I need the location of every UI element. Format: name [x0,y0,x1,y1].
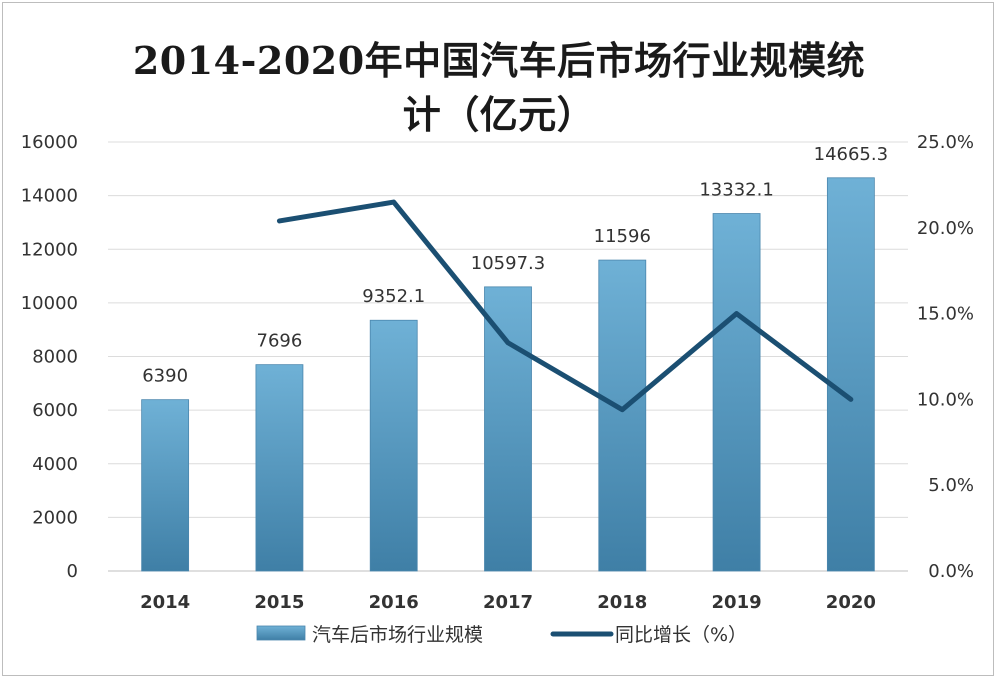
right-tick-label: 0.0% [928,561,974,582]
left-tick-label: 2000 [32,507,78,528]
left-tick-label: 10000 [21,293,78,314]
bar [598,259,647,572]
bar-data-label: 7696 [257,331,303,352]
right-tick-label: 20.0% [917,218,974,239]
left-tick-label: 4000 [32,454,78,475]
right-tick-label: 10.0% [917,389,974,410]
data-labels: 6390 7696 9352.1 10597.3 11596 13332.1 14665.3 [142,144,888,387]
bar [826,177,875,572]
bar-data-label: 6390 [142,366,188,387]
right-axis: 0.0% 5.0% 10.0% 15.0% 20.0% 25.0% [917,132,974,582]
bar-series [141,177,875,572]
legend-swatch-bar [256,625,306,641]
chart-title-line-1: 2014-2020年中国汽车后市场行业规模统 [132,38,866,83]
right-tick-label: 25.0% [917,132,974,153]
legend-label-bar: 汽车后市场行业规模 [312,624,483,646]
left-tick-label: 14000 [21,186,78,207]
chart-title: 2014-2020年中国汽车后市场行业规模统 计（亿元） [0,34,998,142]
growth-line [276,199,854,413]
x-tick-label: 2014 [140,592,190,613]
bar-data-label: 10597.3 [471,253,545,274]
x-tick-label: 2015 [254,592,304,613]
left-tick-label: 8000 [32,347,78,368]
left-axis: 0 2000 4000 6000 8000 10000 12000 14000 16000 [21,132,78,582]
x-tick-label: 2017 [483,592,533,613]
bar [255,364,304,572]
bar [369,319,418,572]
x-tick-label: 2020 [826,592,876,613]
bar [141,399,190,572]
line-series [276,199,854,413]
bar [712,213,761,572]
right-tick-label: 5.0% [928,475,974,496]
bar-data-label: 13332.1 [699,180,773,201]
left-tick-label: 16000 [21,132,78,153]
left-tick-label: 12000 [21,239,78,260]
left-tick-label: 6000 [32,400,78,421]
chart-title-line-2: 计（亿元） [402,92,596,137]
legend: 汽车后市场行业规模 同比增长（%） [256,624,747,646]
legend-label-line: 同比增长（%） [615,624,747,646]
bar-data-label: 14665.3 [814,144,888,165]
bar [484,286,532,572]
x-tick-label: 2018 [597,592,647,613]
right-tick-label: 15.0% [917,304,974,325]
x-tick-label: 2019 [712,592,762,613]
bar-data-label: 11596 [594,226,651,247]
left-tick-label: 0 [67,561,78,582]
x-axis: 2014 2015 2016 2017 2018 2019 2020 [140,592,876,613]
x-tick-label: 2016 [369,592,419,613]
bar-data-label: 9352.1 [362,286,425,307]
